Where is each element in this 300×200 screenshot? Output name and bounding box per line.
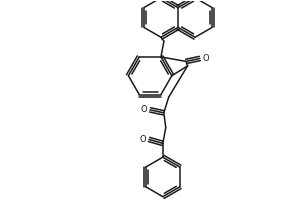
Text: O: O [140,105,147,114]
Text: O: O [140,135,146,144]
Text: O: O [203,54,209,63]
